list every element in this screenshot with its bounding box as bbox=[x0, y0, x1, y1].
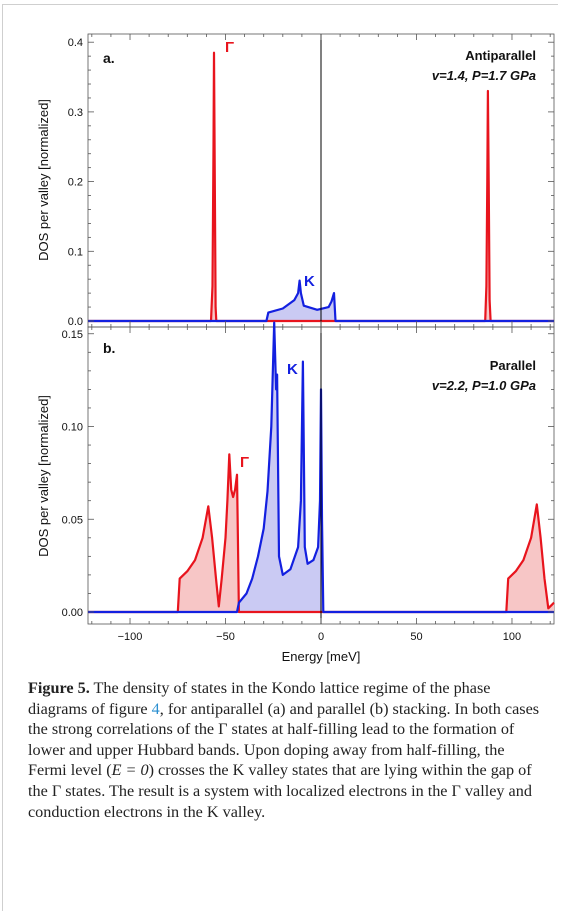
figure-caption: Figure 5. The density of states in the K… bbox=[28, 678, 540, 822]
panel-b-ytick-label: 0.00 bbox=[62, 607, 83, 619]
figure-4-link[interactable]: 4 bbox=[151, 699, 160, 718]
caption-text-2: , for antiparallel (a) and parallel (b) … bbox=[28, 699, 540, 780]
x-axis-label: Energy [meV] bbox=[282, 649, 361, 664]
panel-a-ytick-label: 0.4 bbox=[68, 37, 83, 49]
panel-a-ytick-label: 0.2 bbox=[68, 177, 83, 189]
panel-b: 0.00 0.05 0.10 0.15 −100 −50 0 50 100 b. Paralle… bbox=[36, 321, 555, 643]
panel-b-ticks: 0.00 0.05 0.10 0.15 −100 −50 0 50 100 bbox=[62, 327, 554, 643]
figure-frame bbox=[2, 4, 558, 911]
panel-a-ticks: 0.0 0.1 0.2 0.3 0.4 bbox=[68, 34, 554, 328]
panel-b-label: b. bbox=[103, 340, 115, 356]
panel-a-plot bbox=[88, 34, 554, 327]
panel-b-title: Parallel bbox=[490, 358, 536, 373]
panel-b-plot bbox=[88, 321, 555, 624]
panel-b-gamma-annotation: Γ bbox=[240, 454, 249, 471]
panel-b-xtick-label: −100 bbox=[118, 631, 143, 643]
panel-a-ytick-label: 0.1 bbox=[68, 246, 83, 258]
panel-b-ytick-label: 0.15 bbox=[62, 329, 83, 341]
panel-a-ytick-label: 0.3 bbox=[68, 107, 83, 119]
panel-b-series-gamma-line bbox=[88, 453, 555, 614]
panel-a-subtitle: v=1.4, P=1.7 GPa bbox=[432, 68, 536, 83]
panel-a-ytick-label: 0.0 bbox=[68, 316, 83, 328]
panel-a-label: a. bbox=[103, 50, 115, 66]
panel-b-ytick-label: 0.10 bbox=[62, 422, 83, 434]
panel-b-series-gamma-fill bbox=[88, 454, 554, 612]
panel-b-xtick-label: −50 bbox=[216, 631, 235, 643]
caption-text-3: ) crosses the K valley states that are l… bbox=[28, 761, 532, 821]
dos-figure: 0.0 0.1 0.2 0.3 0.4 a. Antiparallel v=1.4, P… bbox=[36, 33, 555, 664]
panel-a-gamma-annotation: Γ bbox=[225, 39, 234, 56]
panel-a-ylabel: DOS per valley [normalized] bbox=[36, 99, 51, 261]
panel-b-xtick-label: 0 bbox=[318, 631, 324, 643]
panel-a-title: Antiparallel bbox=[465, 48, 536, 63]
panel-b-series-k-line bbox=[88, 321, 554, 614]
panel-a: 0.0 0.1 0.2 0.3 0.4 a. Antiparallel v=1.4, P… bbox=[36, 33, 555, 328]
caption-math: E = 0 bbox=[111, 761, 149, 780]
panel-b-xtick-label: 100 bbox=[503, 631, 521, 643]
panel-b-xtick-label: 50 bbox=[410, 631, 422, 643]
panel-b-subtitle: v=2.2, P=1.0 GPa bbox=[432, 378, 536, 393]
caption-label: Figure 5. bbox=[28, 679, 90, 697]
caption-text-1: The density of states in the Kondo latti… bbox=[28, 679, 491, 718]
panel-a-k-annotation: K bbox=[304, 273, 315, 290]
panel-a-series-k-line bbox=[88, 279, 554, 323]
panel-b-ytick-label: 0.05 bbox=[62, 514, 83, 526]
panel-b-ylabel: DOS per valley [normalized] bbox=[36, 395, 51, 557]
panel-b-k-annotation: K bbox=[287, 361, 298, 378]
